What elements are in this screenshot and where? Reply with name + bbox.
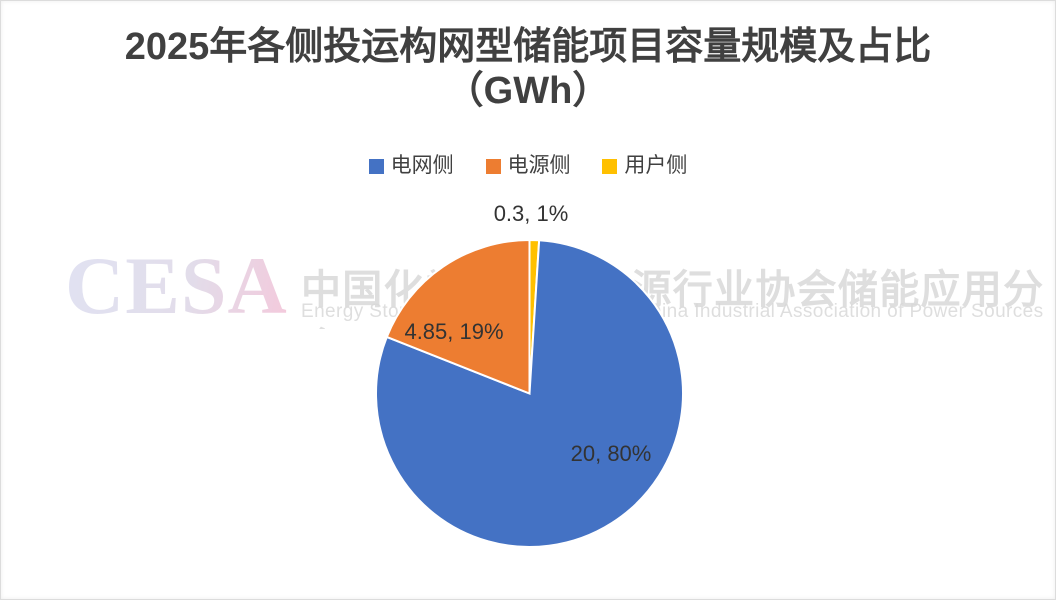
svg-text:20, 80%: 20, 80% [571, 441, 652, 466]
svg-text:0.3, 1%: 0.3, 1% [494, 201, 569, 226]
svg-text:4.85, 19%: 4.85, 19% [404, 319, 503, 344]
